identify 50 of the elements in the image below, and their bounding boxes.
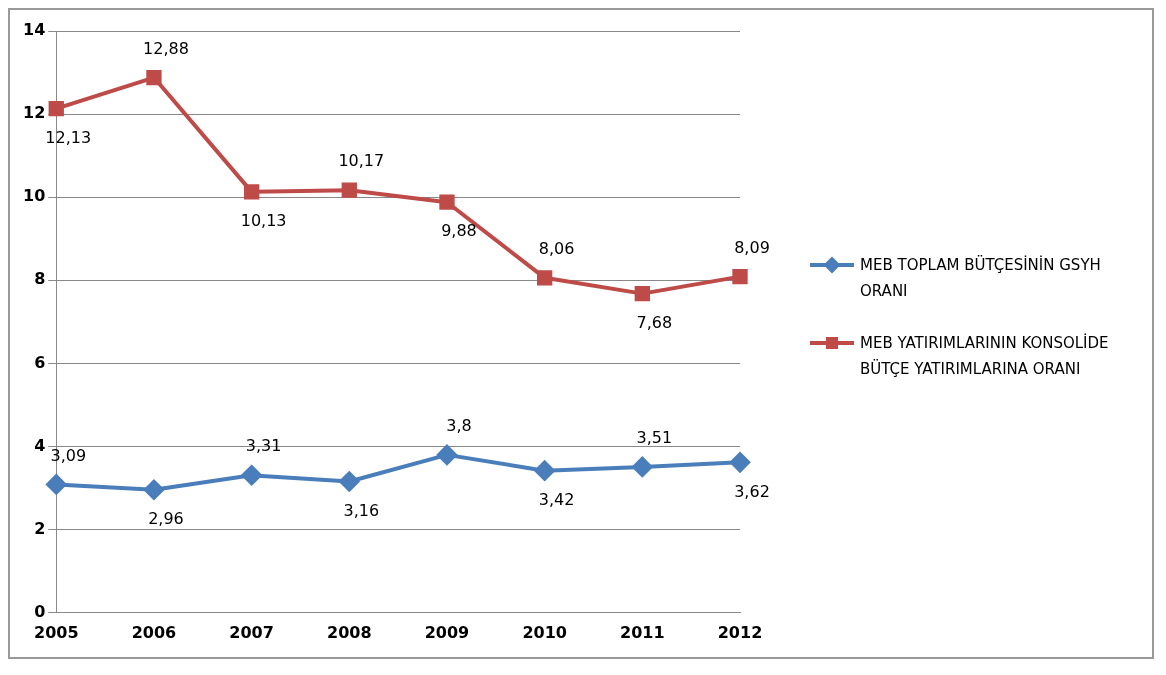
x-tick-label: 2012 xyxy=(717,622,763,642)
data-label: 3,09 xyxy=(50,445,87,465)
point xyxy=(439,194,455,210)
y-tick-label: 14 xyxy=(23,20,46,40)
data-label: 8,09 xyxy=(734,237,770,257)
y-tick-label: 2 xyxy=(34,518,46,538)
x-tick-label: 2005 xyxy=(34,622,79,642)
data-label: 3,16 xyxy=(343,500,380,520)
point xyxy=(146,69,162,86)
y-tick-label: 8 xyxy=(34,269,46,289)
point xyxy=(46,474,67,495)
data-label: 3,62 xyxy=(734,481,770,501)
point xyxy=(732,268,748,285)
y-tick-label: 10 xyxy=(23,186,46,206)
point xyxy=(143,479,164,500)
y-tick-label: 12 xyxy=(23,103,46,123)
data-label: 8,06 xyxy=(538,239,575,259)
point xyxy=(436,444,457,465)
y-tick-label: 4 xyxy=(34,435,46,455)
data-label: 7,68 xyxy=(636,312,673,332)
data-label: 2,96 xyxy=(148,508,184,528)
x-tick-label: 2008 xyxy=(327,622,372,642)
data-label: 12,13 xyxy=(45,127,92,147)
point xyxy=(341,182,357,198)
legend-label: MEB YATIRIMLARININ KONSOLİDE BÜTÇE YATIRIMLARINA ORANI xyxy=(860,332,1110,380)
legend-label: MEB TOPLAM BÜTÇESİNİN GSYH ORANI xyxy=(860,254,1102,302)
point xyxy=(48,101,64,117)
data-label: 3,8 xyxy=(446,416,472,436)
y-tick-label: 6 xyxy=(34,352,46,372)
point xyxy=(536,270,553,286)
data-label: 12,88 xyxy=(143,38,189,58)
data-label: 10,13 xyxy=(240,210,287,230)
point xyxy=(730,452,750,473)
point xyxy=(243,184,260,200)
point xyxy=(632,456,653,477)
data-label: 3,31 xyxy=(245,436,282,456)
data-label: 3,42 xyxy=(538,489,575,509)
point xyxy=(241,465,262,486)
x-tick-label: 2009 xyxy=(424,622,470,642)
data-label: 10,17 xyxy=(338,151,385,171)
y-tick-label: 0 xyxy=(34,601,46,621)
x-tick-label: 2006 xyxy=(131,622,177,642)
point xyxy=(634,285,650,302)
x-tick-label: 2010 xyxy=(522,622,567,642)
point xyxy=(534,460,555,481)
data-label: 3,51 xyxy=(636,428,673,448)
x-tick-label: 2007 xyxy=(229,622,274,642)
data-label: 9,88 xyxy=(441,221,477,241)
x-tick-label: 2011 xyxy=(620,622,665,642)
point xyxy=(339,471,360,492)
